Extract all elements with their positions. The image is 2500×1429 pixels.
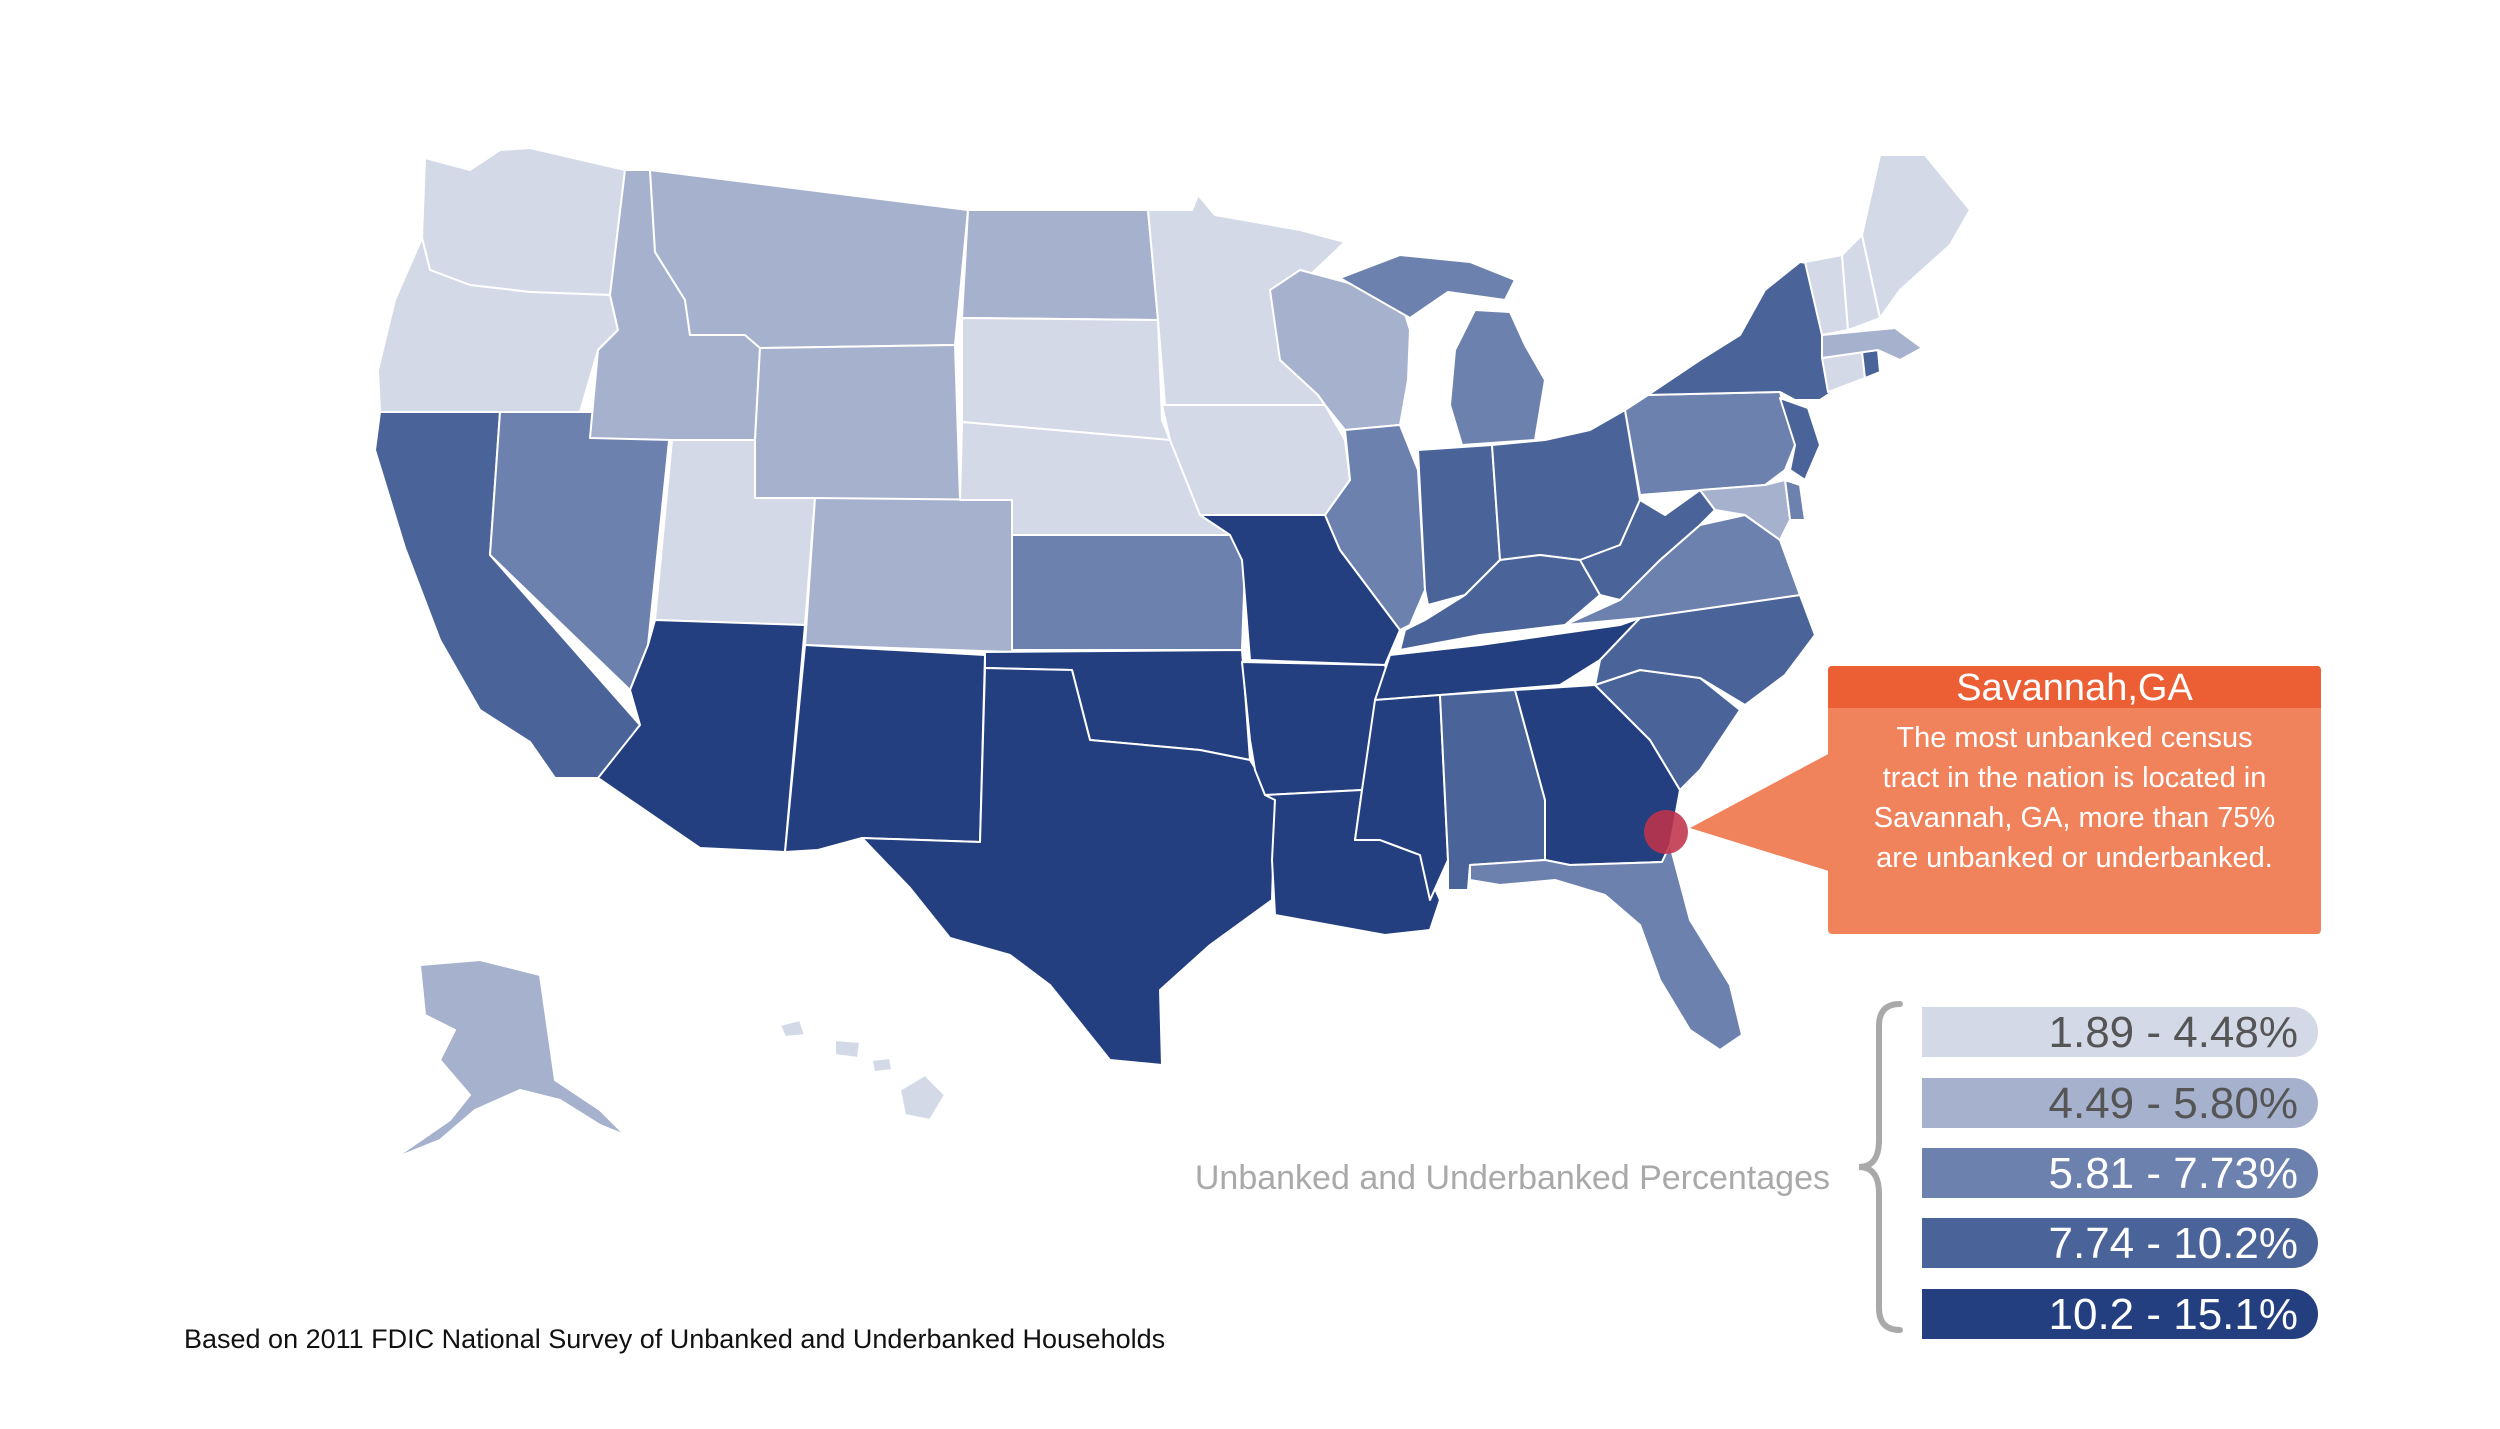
state-montana[interactable] — [649, 169, 969, 349]
state-maine[interactable] — [1861, 154, 1971, 319]
state-north-dakota[interactable] — [961, 209, 1159, 321]
legend-item-2: 4.49 - 5.80% — [1922, 1078, 2318, 1128]
callout-body: The most unbanked census tract in the na… — [1828, 708, 2321, 878]
state-pennsylvania[interactable] — [1624, 391, 1796, 496]
state-wisconsin[interactable] — [1269, 269, 1411, 431]
savannah-callout: Savannah,GA The most unbanked census tra… — [1828, 666, 2321, 934]
state-wyoming[interactable] — [754, 344, 961, 501]
callout-line: tract in the nation is located in — [1882, 762, 2267, 794]
state-hawaii[interactable] — [779, 1019, 946, 1121]
state-kansas[interactable] — [1011, 534, 1246, 651]
state-south-dakota[interactable] — [961, 317, 1171, 441]
state-new-york[interactable] — [1647, 261, 1836, 401]
state-washington[interactable] — [421, 147, 626, 296]
savannah-marker[interactable] — [1644, 810, 1688, 854]
state-alaska[interactable] — [394, 959, 626, 1159]
state-illinois[interactable] — [1324, 424, 1426, 631]
state-maryland[interactable] — [1699, 479, 1791, 541]
callout-line: are unbanked or underbanked. — [1876, 842, 2273, 874]
state-new-mexico[interactable] — [784, 644, 986, 853]
state-new-jersey[interactable] — [1779, 397, 1821, 481]
state-massachusetts[interactable] — [1821, 327, 1923, 361]
callout-pointer — [1690, 752, 1832, 872]
legend-title: Unbanked and Underbanked Percentages — [1194, 1159, 1830, 1197]
state-rhode-island[interactable] — [1861, 349, 1881, 379]
state-florida[interactable] — [1469, 844, 1743, 1051]
legend-item-5: 10.2 - 15.1% — [1922, 1289, 2318, 1339]
state-arizona[interactable] — [597, 619, 806, 853]
state-texas[interactable] — [861, 667, 1276, 1066]
legend-item-3: 5.81 - 7.73% — [1922, 1148, 2318, 1198]
state-michigan[interactable] — [1339, 254, 1546, 446]
callout-title: Savannah,GA — [1828, 666, 2321, 709]
state-colorado[interactable] — [804, 497, 1013, 653]
callout-line: The most unbanked census — [1896, 722, 2253, 754]
legend-brace — [1858, 1001, 1903, 1333]
callout-line: Savannah, GA, more than 75% — [1873, 802, 2276, 834]
legend-item-4: 7.74 - 10.2% — [1922, 1218, 2318, 1268]
legend-item-1: 1.89 - 4.48% — [1922, 1007, 2318, 1057]
source-footnote: Based on 2011 FDIC National Survey of Un… — [184, 1324, 1166, 1354]
